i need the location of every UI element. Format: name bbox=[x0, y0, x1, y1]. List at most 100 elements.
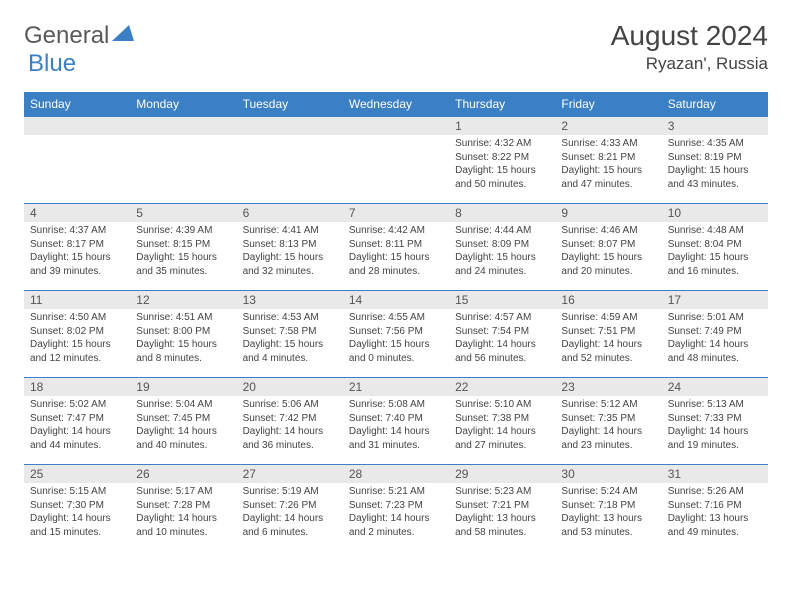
calendar-day-cell: 6Sunrise: 4:41 AMSunset: 8:13 PMDaylight… bbox=[237, 204, 343, 291]
day-details: Sunrise: 4:32 AMSunset: 8:22 PMDaylight:… bbox=[449, 135, 555, 195]
day-number bbox=[24, 117, 130, 135]
calendar-day-cell: 30Sunrise: 5:24 AMSunset: 7:18 PMDayligh… bbox=[555, 465, 661, 552]
day-number: 26 bbox=[130, 465, 236, 483]
weekday-header: Wednesday bbox=[343, 92, 449, 117]
day-details: Sunrise: 5:21 AMSunset: 7:23 PMDaylight:… bbox=[343, 483, 449, 543]
day-number: 1 bbox=[449, 117, 555, 135]
day-number: 17 bbox=[662, 291, 768, 309]
day-details: Sunrise: 4:44 AMSunset: 8:09 PMDaylight:… bbox=[449, 222, 555, 282]
day-number: 5 bbox=[130, 204, 236, 222]
day-number: 10 bbox=[662, 204, 768, 222]
calendar-day-cell: 22Sunrise: 5:10 AMSunset: 7:38 PMDayligh… bbox=[449, 378, 555, 465]
calendar-day-cell: 28Sunrise: 5:21 AMSunset: 7:23 PMDayligh… bbox=[343, 465, 449, 552]
weekday-header: Monday bbox=[130, 92, 236, 117]
day-details: Sunrise: 5:23 AMSunset: 7:21 PMDaylight:… bbox=[449, 483, 555, 543]
day-number: 24 bbox=[662, 378, 768, 396]
calendar-day-cell: 5Sunrise: 4:39 AMSunset: 8:15 PMDaylight… bbox=[130, 204, 236, 291]
day-number: 29 bbox=[449, 465, 555, 483]
calendar-day-cell bbox=[130, 117, 236, 204]
calendar-day-cell bbox=[237, 117, 343, 204]
weekday-header-row: SundayMondayTuesdayWednesdayThursdayFrid… bbox=[24, 92, 768, 117]
calendar-day-cell: 15Sunrise: 4:57 AMSunset: 7:54 PMDayligh… bbox=[449, 291, 555, 378]
day-number: 13 bbox=[237, 291, 343, 309]
calendar-day-cell: 2Sunrise: 4:33 AMSunset: 8:21 PMDaylight… bbox=[555, 117, 661, 204]
day-number bbox=[130, 117, 236, 135]
day-details: Sunrise: 5:02 AMSunset: 7:47 PMDaylight:… bbox=[24, 396, 130, 456]
day-number: 30 bbox=[555, 465, 661, 483]
day-details: Sunrise: 5:13 AMSunset: 7:33 PMDaylight:… bbox=[662, 396, 768, 456]
month-title: August 2024 bbox=[611, 20, 768, 52]
day-details: Sunrise: 5:04 AMSunset: 7:45 PMDaylight:… bbox=[130, 396, 236, 456]
day-number: 19 bbox=[130, 378, 236, 396]
weekday-header: Saturday bbox=[662, 92, 768, 117]
day-number: 28 bbox=[343, 465, 449, 483]
day-details: Sunrise: 4:55 AMSunset: 7:56 PMDaylight:… bbox=[343, 309, 449, 369]
day-number: 2 bbox=[555, 117, 661, 135]
day-number: 31 bbox=[662, 465, 768, 483]
day-details: Sunrise: 5:10 AMSunset: 7:38 PMDaylight:… bbox=[449, 396, 555, 456]
calendar-day-cell: 8Sunrise: 4:44 AMSunset: 8:09 PMDaylight… bbox=[449, 204, 555, 291]
calendar-day-cell: 27Sunrise: 5:19 AMSunset: 7:26 PMDayligh… bbox=[237, 465, 343, 552]
day-details: Sunrise: 4:50 AMSunset: 8:02 PMDaylight:… bbox=[24, 309, 130, 369]
day-details: Sunrise: 5:01 AMSunset: 7:49 PMDaylight:… bbox=[662, 309, 768, 369]
location-label: Ryazan', Russia bbox=[611, 54, 768, 74]
day-number: 27 bbox=[237, 465, 343, 483]
day-number: 21 bbox=[343, 378, 449, 396]
weekday-header: Tuesday bbox=[237, 92, 343, 117]
calendar-week-row: 1Sunrise: 4:32 AMSunset: 8:22 PMDaylight… bbox=[24, 117, 768, 204]
logo-text-2: Blue bbox=[28, 50, 76, 77]
logo: General bbox=[24, 20, 134, 52]
day-number: 16 bbox=[555, 291, 661, 309]
calendar-day-cell: 17Sunrise: 5:01 AMSunset: 7:49 PMDayligh… bbox=[662, 291, 768, 378]
day-number: 18 bbox=[24, 378, 130, 396]
weekday-header: Thursday bbox=[449, 92, 555, 117]
calendar-body: 1Sunrise: 4:32 AMSunset: 8:22 PMDaylight… bbox=[24, 117, 768, 552]
calendar-day-cell: 4Sunrise: 4:37 AMSunset: 8:17 PMDaylight… bbox=[24, 204, 130, 291]
calendar-day-cell: 31Sunrise: 5:26 AMSunset: 7:16 PMDayligh… bbox=[662, 465, 768, 552]
day-details: Sunrise: 4:57 AMSunset: 7:54 PMDaylight:… bbox=[449, 309, 555, 369]
day-number: 9 bbox=[555, 204, 661, 222]
day-details: Sunrise: 5:08 AMSunset: 7:40 PMDaylight:… bbox=[343, 396, 449, 456]
calendar-week-row: 11Sunrise: 4:50 AMSunset: 8:02 PMDayligh… bbox=[24, 291, 768, 378]
day-number: 25 bbox=[24, 465, 130, 483]
day-number: 12 bbox=[130, 291, 236, 309]
day-details: Sunrise: 5:17 AMSunset: 7:28 PMDaylight:… bbox=[130, 483, 236, 543]
calendar-day-cell: 26Sunrise: 5:17 AMSunset: 7:28 PMDayligh… bbox=[130, 465, 236, 552]
calendar-day-cell: 14Sunrise: 4:55 AMSunset: 7:56 PMDayligh… bbox=[343, 291, 449, 378]
calendar-day-cell: 29Sunrise: 5:23 AMSunset: 7:21 PMDayligh… bbox=[449, 465, 555, 552]
day-number: 3 bbox=[662, 117, 768, 135]
day-details: Sunrise: 4:39 AMSunset: 8:15 PMDaylight:… bbox=[130, 222, 236, 282]
day-details: Sunrise: 4:48 AMSunset: 8:04 PMDaylight:… bbox=[662, 222, 768, 282]
calendar-day-cell bbox=[343, 117, 449, 204]
logo-text-1: General bbox=[24, 22, 109, 50]
day-number: 23 bbox=[555, 378, 661, 396]
calendar-day-cell: 18Sunrise: 5:02 AMSunset: 7:47 PMDayligh… bbox=[24, 378, 130, 465]
day-details: Sunrise: 5:06 AMSunset: 7:42 PMDaylight:… bbox=[237, 396, 343, 456]
calendar-day-cell: 1Sunrise: 4:32 AMSunset: 8:22 PMDaylight… bbox=[449, 117, 555, 204]
day-number: 4 bbox=[24, 204, 130, 222]
calendar-day-cell: 7Sunrise: 4:42 AMSunset: 8:11 PMDaylight… bbox=[343, 204, 449, 291]
day-number: 7 bbox=[343, 204, 449, 222]
calendar-day-cell: 9Sunrise: 4:46 AMSunset: 8:07 PMDaylight… bbox=[555, 204, 661, 291]
day-details: Sunrise: 4:46 AMSunset: 8:07 PMDaylight:… bbox=[555, 222, 661, 282]
calendar-day-cell: 20Sunrise: 5:06 AMSunset: 7:42 PMDayligh… bbox=[237, 378, 343, 465]
day-number: 22 bbox=[449, 378, 555, 396]
day-number: 20 bbox=[237, 378, 343, 396]
calendar-week-row: 18Sunrise: 5:02 AMSunset: 7:47 PMDayligh… bbox=[24, 378, 768, 465]
calendar-day-cell: 21Sunrise: 5:08 AMSunset: 7:40 PMDayligh… bbox=[343, 378, 449, 465]
weekday-header: Friday bbox=[555, 92, 661, 117]
calendar-day-cell: 11Sunrise: 4:50 AMSunset: 8:02 PMDayligh… bbox=[24, 291, 130, 378]
calendar-day-cell: 16Sunrise: 4:59 AMSunset: 7:51 PMDayligh… bbox=[555, 291, 661, 378]
calendar-table: SundayMondayTuesdayWednesdayThursdayFrid… bbox=[24, 92, 768, 551]
calendar-week-row: 4Sunrise: 4:37 AMSunset: 8:17 PMDaylight… bbox=[24, 204, 768, 291]
day-details: Sunrise: 5:12 AMSunset: 7:35 PMDaylight:… bbox=[555, 396, 661, 456]
logo-triangle-icon bbox=[112, 20, 134, 48]
day-details: Sunrise: 4:37 AMSunset: 8:17 PMDaylight:… bbox=[24, 222, 130, 282]
calendar-day-cell bbox=[24, 117, 130, 204]
day-details: Sunrise: 5:19 AMSunset: 7:26 PMDaylight:… bbox=[237, 483, 343, 543]
calendar-day-cell: 19Sunrise: 5:04 AMSunset: 7:45 PMDayligh… bbox=[130, 378, 236, 465]
title-block: August 2024 Ryazan', Russia bbox=[611, 20, 768, 74]
calendar-day-cell: 10Sunrise: 4:48 AMSunset: 8:04 PMDayligh… bbox=[662, 204, 768, 291]
day-details: Sunrise: 4:35 AMSunset: 8:19 PMDaylight:… bbox=[662, 135, 768, 195]
calendar-day-cell: 13Sunrise: 4:53 AMSunset: 7:58 PMDayligh… bbox=[237, 291, 343, 378]
